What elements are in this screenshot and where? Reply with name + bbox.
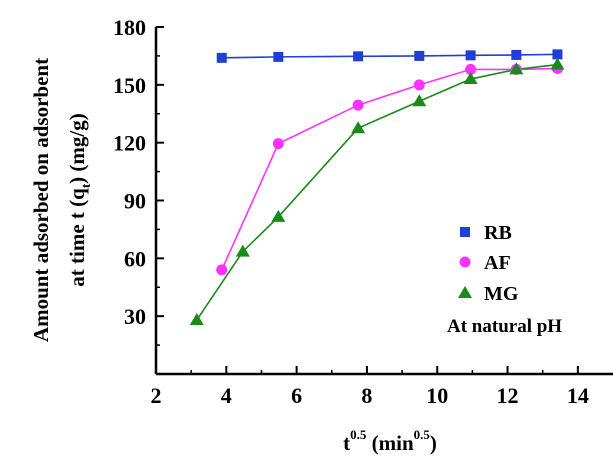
x-tick-label: 12: [497, 383, 519, 408]
legend-label-mg: MG: [484, 283, 519, 305]
legend-marker-mg: [458, 286, 472, 298]
x-tick-label: 6: [291, 383, 302, 408]
x-tick-label: 8: [361, 383, 372, 408]
data-point-rb: [414, 50, 425, 61]
legend-marker-af: [459, 256, 471, 268]
data-point-rb: [511, 49, 522, 60]
data-point-mg: [271, 209, 286, 222]
y-tick-label: 180: [113, 15, 146, 40]
y-tick-label: 90: [124, 189, 146, 214]
data-point-rb: [353, 51, 364, 62]
data-point-mg: [509, 62, 524, 75]
y-axis-title-line2: at time t (qt) (mg/g): [65, 113, 93, 286]
x-tick-label: 2: [151, 383, 162, 408]
data-point-rb: [552, 49, 563, 60]
legend-label-rb: RB: [484, 222, 512, 244]
series-markers: [189, 49, 565, 326]
data-point-mg: [550, 57, 565, 70]
data-point-mg: [235, 244, 250, 257]
data-point-mg: [351, 121, 366, 134]
legend-marker-rb: [460, 227, 470, 237]
x-tick-label: 4: [221, 383, 232, 408]
data-point-af: [216, 264, 228, 276]
data-point-rb: [465, 50, 476, 61]
x-ticks: 2 4 6 8 10 12 14: [151, 366, 589, 408]
data-point-af: [352, 99, 364, 111]
data-point-mg: [463, 72, 478, 85]
legend: RB AF MG: [458, 222, 519, 305]
y-tick-label: 60: [124, 246, 146, 271]
y-tick-label: 150: [113, 73, 146, 98]
data-point-af: [272, 138, 284, 150]
annotation-natural-ph: At natural pH: [447, 316, 562, 337]
y-ticks: 30 60 90 120 150 180: [113, 15, 164, 346]
legend-label-af: AF: [484, 252, 511, 274]
x-tick-label: 10: [426, 383, 448, 408]
y-axis-title: Amount adsorbed on adsorbent at time t (…: [29, 58, 93, 342]
data-point-af: [413, 79, 425, 91]
y-tick-label: 30: [124, 304, 146, 329]
series-line-mg: [196, 63, 558, 321]
y-axis-title-line1: Amount adsorbed on adsorbent: [29, 58, 53, 342]
data-point-mg: [189, 313, 204, 326]
data-point-rb: [273, 51, 284, 62]
data-point-rb: [216, 52, 227, 63]
data-point-af: [465, 63, 477, 75]
x-axis-title: t0.5 (min0.5): [343, 427, 437, 455]
series-lines: [196, 53, 558, 321]
data-point-mg: [412, 94, 427, 107]
series-line-rb: [221, 53, 558, 59]
y-tick-label: 120: [113, 131, 146, 156]
x-tick-label: 14: [567, 383, 589, 408]
